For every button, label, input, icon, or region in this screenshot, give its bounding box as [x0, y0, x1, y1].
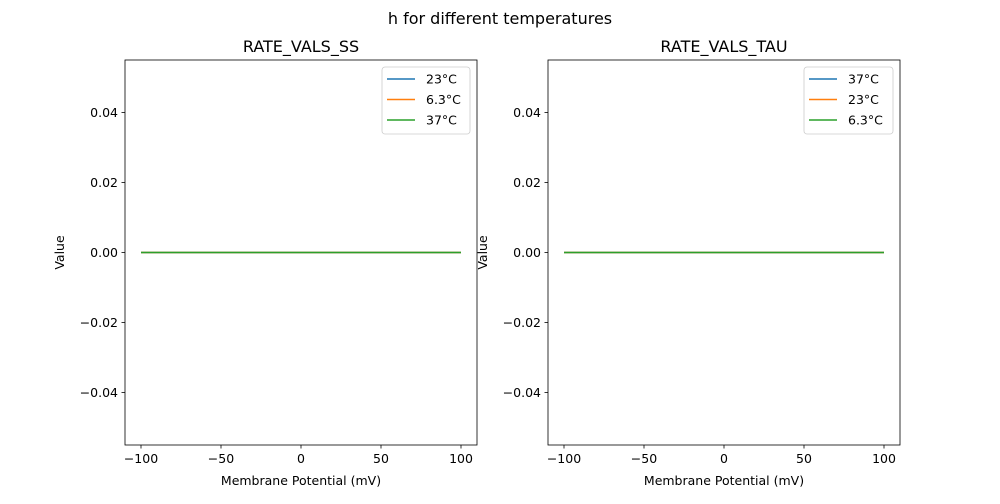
y-axis-label: Value [52, 235, 67, 270]
x-tick-label: 0 [297, 451, 305, 466]
y-tick-label: 0.04 [90, 105, 118, 120]
legend-label: 6.3°C [848, 113, 883, 128]
legend-label: 23°C [426, 72, 457, 87]
legend-label: 37°C [426, 113, 457, 128]
panel-1: RATE_VALS_SS −100 −50 0 50 100 −0.04 −0.02 0.00 0… [52, 37, 478, 488]
figure-suptitle: h for different temperatures [388, 9, 612, 28]
legend-label: 23°C [848, 92, 879, 107]
y-axis-label: Value [475, 235, 490, 270]
x-axis-label: Membrane Potential (mV) [644, 473, 804, 488]
panel-title: RATE_VALS_SS [243, 37, 359, 57]
panel-2: RATE_VALS_TAU −100 −50 0 50 100 −0.04 −0.02 0.00… [475, 37, 901, 488]
y-tick-label: 0.02 [513, 175, 541, 190]
y-tick-label: −0.02 [80, 315, 118, 330]
x-tick-label: −50 [208, 451, 234, 466]
y-tick-label: 0.04 [513, 105, 541, 120]
x-axis-label: Membrane Potential (mV) [221, 473, 381, 488]
y-tick-label: −0.04 [503, 385, 541, 400]
x-tick-label: 100 [872, 451, 896, 466]
panel-title: RATE_VALS_TAU [660, 37, 787, 57]
legend: 23°C 6.3°C 37°C [381, 66, 471, 135]
x-tick-label: 50 [373, 451, 389, 466]
legend-label: 37°C [848, 72, 879, 87]
legend-frame [803, 66, 894, 135]
y-tick-label: 0.00 [90, 245, 118, 260]
x-tick-label: 0 [720, 451, 728, 466]
y-tick-label: −0.04 [80, 385, 118, 400]
x-tick-label: 50 [796, 451, 812, 466]
y-tick-label: 0.00 [513, 245, 541, 260]
x-tick-label: −50 [631, 451, 657, 466]
x-tick-label: 100 [449, 451, 473, 466]
y-tick-label: 0.02 [90, 175, 118, 190]
x-tick-label: −100 [547, 451, 581, 466]
legend-frame [381, 66, 471, 135]
x-tick-label: −100 [124, 451, 158, 466]
y-tick-label: −0.02 [503, 315, 541, 330]
legend-label: 6.3°C [426, 92, 461, 107]
legend: 37°C 23°C 6.3°C [803, 66, 894, 135]
